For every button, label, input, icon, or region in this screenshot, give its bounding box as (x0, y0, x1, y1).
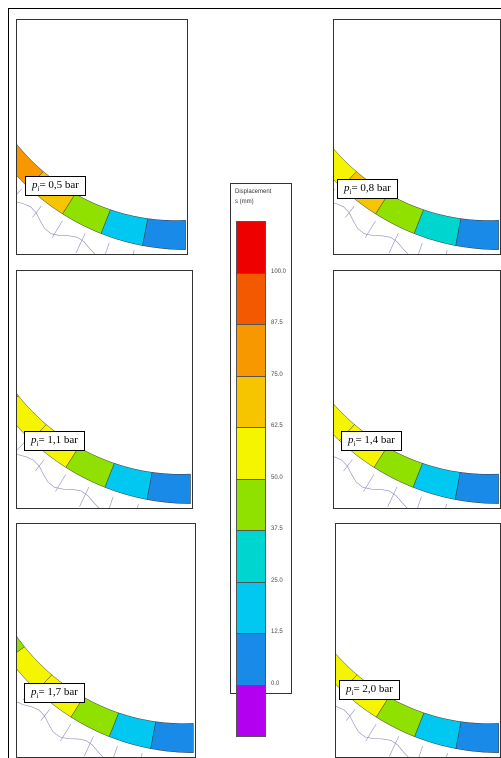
pressure-subscript: i (36, 440, 39, 449)
legend-swatch (236, 633, 266, 686)
legend-swatch (236, 324, 266, 377)
legend-tick-label: 25.0 (271, 577, 283, 584)
pressure-value: = 0,5 bar (39, 179, 79, 191)
legend-swatch (236, 427, 266, 480)
displacement-segment (455, 721, 499, 753)
figure-frame (8, 8, 501, 758)
shell-shape (17, 144, 186, 254)
displacement-segment (142, 218, 186, 250)
legend-swatch (236, 221, 266, 274)
displacement-segment (17, 395, 47, 441)
pressure-subscript: i (351, 689, 354, 698)
displacement-segment (150, 721, 194, 753)
mesh-wireframe (17, 442, 139, 508)
panel-3: pi= 1,1 bar (16, 270, 193, 509)
pressure-value: = 1,1 bar (38, 434, 78, 446)
displacement-segment (334, 148, 357, 188)
legend-tick-label: 62.5 (271, 423, 283, 429)
shell-shape (17, 636, 194, 757)
pressure-symbol: p (346, 683, 352, 695)
pressure-value: = 0,8 bar (351, 182, 391, 194)
pressure-label: pi= 1,1 bar (24, 431, 85, 452)
pressure-label: pi= 1,7 bar (24, 683, 85, 704)
shell-shape (334, 404, 499, 508)
legend-tick-label: 75.0 (271, 371, 283, 378)
panel-1: pi= 0,5 bar (16, 19, 188, 255)
pressure-symbol: p (31, 686, 37, 698)
pressure-label: pi= 1,4 bar (341, 431, 402, 452)
mesh-wireframe (336, 706, 448, 757)
legend-tick-label: 100.0 (271, 268, 287, 275)
legend-swatch (236, 684, 266, 737)
pressure-symbol: p (31, 434, 37, 446)
mesh-wireframe (334, 188, 448, 254)
shell-shape (334, 148, 499, 254)
pressure-subscript: i (353, 440, 356, 449)
pressure-symbol: p (348, 434, 354, 446)
legend-swatch (236, 375, 266, 428)
pressure-label: pi= 2,0 bar (339, 680, 400, 701)
pressure-label: pi= 0,8 bar (337, 179, 398, 200)
pressure-value: = 2,0 bar (353, 683, 393, 695)
pressure-value: = 1,4 bar (355, 434, 395, 446)
mesh-wireframe (17, 692, 143, 757)
shell-shape (17, 393, 191, 508)
legend-tick-label: 87.5 (271, 320, 283, 326)
legend-title: Displacement s (mm) (235, 187, 271, 207)
legend-swatch (236, 478, 266, 531)
displacement-segment (146, 472, 191, 504)
legend-swatch (236, 530, 266, 583)
color-legend: Displacement s (mm) 100.0 87.5 75.0 62.5 50.… (230, 183, 292, 737)
displacement-segment (17, 393, 19, 398)
legend-title-line1: Displacement (235, 189, 272, 195)
pressure-symbol: p (344, 182, 350, 194)
displacement-segment (455, 218, 499, 250)
panel-6: pi= 2,0 bar (335, 523, 501, 758)
legend-tick-label: 12.5 (271, 629, 283, 635)
legend-tick-label: 0.0 (271, 680, 280, 687)
panel-5: pi= 1,7 bar (16, 523, 196, 758)
pressure-label: pi= 0,5 bar (25, 176, 86, 197)
mesh-wireframe (17, 188, 135, 254)
mesh-wireframe (334, 456, 447, 508)
displacement-segment (17, 636, 25, 653)
pressure-subscript: i (36, 692, 39, 701)
displacement-segment (454, 472, 499, 504)
legend-swatch (236, 272, 266, 325)
pressure-subscript: i (37, 185, 40, 194)
shell-shape (336, 653, 499, 757)
panel-2: pi= 0,8 bar (333, 19, 501, 255)
pressure-symbol: p (32, 179, 38, 191)
legend-swatch (236, 581, 266, 634)
panel-4: pi= 1,4 bar (333, 270, 501, 509)
displacement-segment (334, 404, 355, 441)
legend-tick-label: 50.0 (271, 474, 283, 481)
pressure-value: = 1,7 bar (38, 686, 78, 698)
legend-tick-label: 37.5 (271, 526, 283, 532)
legend-title-line2: s (mm) (235, 199, 254, 205)
pressure-subscript: i (349, 188, 352, 197)
